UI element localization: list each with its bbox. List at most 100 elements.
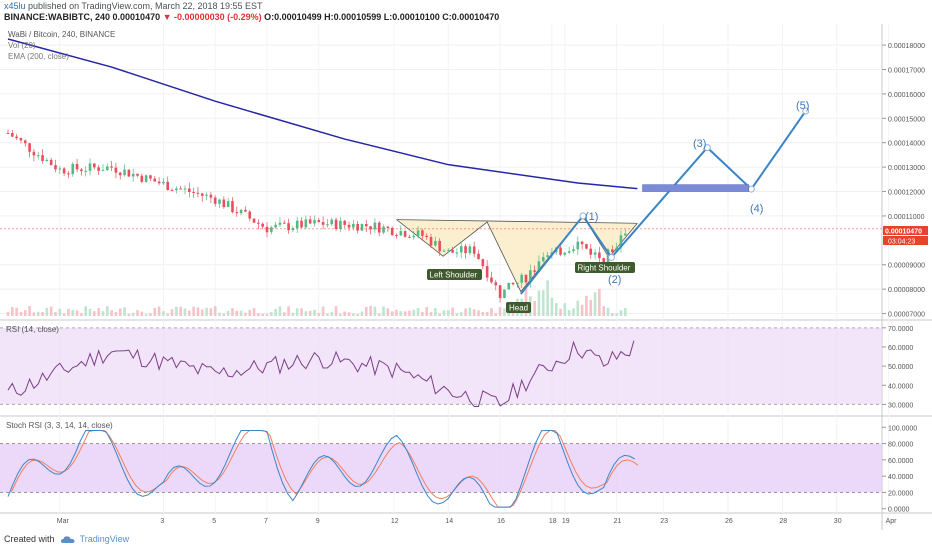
main-pane-title: WaBi / Bitcoin, 240, BINANCE — [8, 30, 115, 39]
candle-body — [382, 226, 385, 233]
price-tick-label: 0.00018000 — [888, 43, 925, 50]
chart-canvas[interactable]: 0.00018000 0.00017000 0.00016000 0.00015000… — [0, 24, 932, 530]
candle-body — [97, 167, 100, 171]
created-with-text: Created with — [4, 534, 55, 544]
volume-bar — [498, 307, 502, 316]
volume-bar — [563, 303, 567, 316]
volume-bar — [619, 310, 623, 316]
time-tick-label: 5 — [212, 518, 216, 525]
stoch-d-line — [10, 430, 639, 508]
volume-bar — [252, 308, 256, 316]
candle-body — [330, 219, 334, 225]
footer: Created with TradingView — [4, 534, 129, 544]
grid-lines — [0, 24, 890, 513]
candle-body — [533, 270, 536, 272]
time-tick-label: 30 — [834, 518, 842, 525]
candle-body — [274, 224, 277, 228]
candle-body — [313, 220, 316, 224]
candle-body — [390, 227, 394, 236]
stoch-pane-title: Stoch RSI (3, 3, 14, 14, close) — [6, 421, 113, 430]
candle-body — [468, 246, 472, 254]
volume-bar — [554, 302, 558, 316]
author-link[interactable]: x45lu — [4, 1, 26, 11]
candle-body — [356, 223, 359, 231]
candle-body — [589, 248, 593, 255]
volume-bar — [369, 306, 372, 316]
volume-bar — [179, 306, 182, 316]
volume-bar — [576, 300, 580, 316]
last-price-badge-text: 0.00010470 — [885, 229, 922, 236]
stoch-tick-label: 40.0000 — [888, 474, 913, 481]
candle-body — [507, 282, 511, 290]
volume-bar — [373, 306, 377, 316]
volume-bar — [403, 311, 407, 316]
volume-bar — [45, 307, 49, 316]
candle-body — [75, 163, 79, 170]
candle-body — [520, 274, 523, 283]
pattern-fill — [396, 215, 638, 292]
volume-bar — [412, 309, 416, 316]
ohlc-values: O:0.00010499 H:0.00010599 L:0.00010100 C… — [264, 12, 500, 22]
volume-bar — [300, 308, 303, 316]
candle-body — [343, 220, 346, 225]
chart-frame[interactable]: 0.00018000 0.00017000 0.00016000 0.00015000… — [0, 24, 932, 530]
candle-body — [429, 237, 433, 246]
volume-bar — [149, 313, 152, 316]
volume-bar — [28, 306, 31, 316]
candle-body — [615, 247, 618, 252]
price-tick-label: 0.00016000 — [888, 92, 925, 99]
candle-body — [71, 163, 75, 175]
candle-body — [19, 138, 23, 141]
candle-body — [295, 220, 299, 229]
volume-bar — [472, 309, 476, 316]
volume-bar — [162, 311, 165, 316]
candle-body — [252, 218, 256, 223]
candle-body — [498, 285, 502, 299]
candle-body — [442, 250, 446, 252]
stoch-tick-label: 100.0000 — [888, 425, 917, 432]
candle-body — [209, 194, 213, 198]
candle-body — [300, 220, 303, 228]
volume-bar — [455, 313, 459, 316]
indicator-bands — [0, 327, 882, 493]
volume-bar — [468, 307, 472, 316]
volume-bar — [334, 306, 338, 316]
volume-bar — [598, 288, 601, 316]
volume-bar — [248, 309, 252, 316]
candle-body — [602, 258, 605, 266]
volume-bar — [84, 306, 87, 316]
candle-body — [105, 166, 109, 171]
volume-bar — [118, 308, 122, 316]
volume-bar — [295, 308, 299, 316]
volume-bar — [54, 312, 57, 316]
volume-bar — [291, 312, 295, 316]
volume-bar — [136, 310, 139, 316]
volume-bar — [183, 308, 187, 316]
volume-bar — [226, 310, 230, 316]
volume-bar — [533, 301, 536, 316]
volume-bar — [360, 311, 364, 316]
time-tick-label: 16 — [497, 518, 505, 525]
volume-bar — [244, 312, 247, 316]
candle-body — [110, 166, 113, 168]
candle-body — [481, 259, 485, 267]
candle-body — [11, 133, 14, 137]
wave-node — [579, 212, 587, 220]
candle-body — [529, 270, 532, 283]
candle-body — [511, 282, 515, 285]
projection-line — [520, 110, 807, 295]
series-lines — [0, 38, 882, 508]
volume-bar — [278, 306, 282, 316]
volume-bar — [585, 295, 588, 316]
candle-body — [567, 251, 571, 253]
wave-node — [747, 185, 755, 193]
candle-body — [347, 224, 351, 228]
volume-bar — [589, 299, 593, 316]
volume-bar — [442, 310, 446, 316]
volume-bar — [282, 312, 286, 316]
stoch-tick-label: 0.0000 — [888, 507, 910, 514]
candle-body — [339, 220, 342, 229]
candle-body — [386, 226, 390, 228]
tradingview-brand[interactable]: TradingView — [79, 534, 130, 544]
wave-node — [703, 144, 711, 152]
